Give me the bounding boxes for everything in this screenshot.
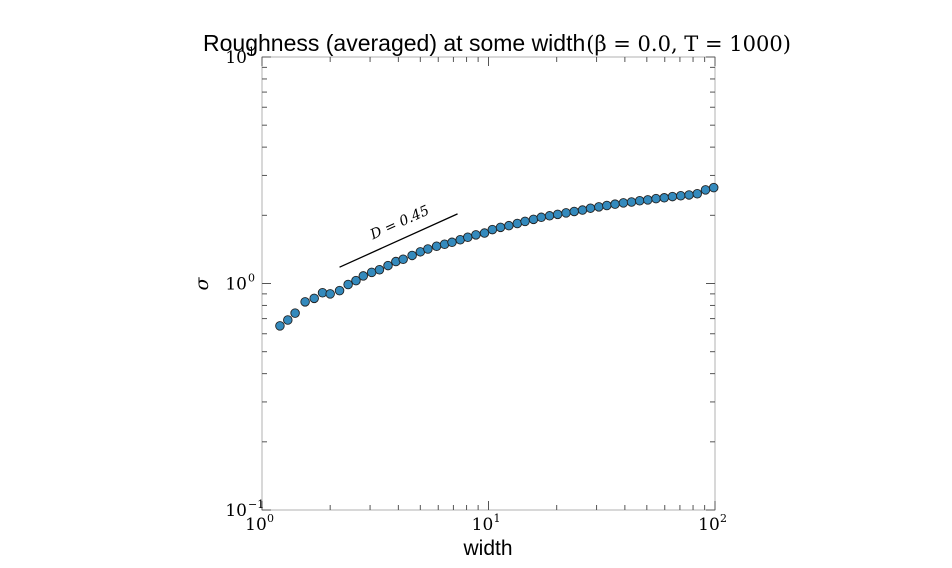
y-tick-label-base: 10 (225, 48, 247, 68)
data-point (300, 297, 310, 307)
data-point (290, 308, 300, 318)
data-point (343, 279, 353, 290)
slope-line (339, 213, 458, 268)
x-tick-label-base: 10 (698, 515, 720, 535)
slope-annotation: D = 0.45 (339, 203, 458, 268)
data-point (552, 209, 563, 220)
data-point (692, 189, 703, 199)
x-tick-label: 10 0 (245, 512, 274, 535)
y-tick-label: 10 −1 (225, 498, 264, 521)
data-point (504, 220, 514, 231)
data-point (479, 228, 490, 238)
data-point (471, 230, 481, 240)
data-point (431, 241, 442, 252)
axis-tick-labels: 10 0 10 1 10 210 −110 010 1 (225, 45, 727, 535)
y-tick-label-base: 10 (225, 275, 247, 295)
data-point (536, 212, 547, 223)
data-point (463, 232, 473, 243)
chart-title-parameters: (β = 0.0, T = 1000) (586, 32, 791, 56)
data-point (708, 182, 719, 193)
data-point (334, 285, 345, 296)
data-point (520, 216, 530, 227)
data-point (283, 315, 293, 325)
x-tick-label-exponent: 1 (494, 512, 501, 525)
data-point (351, 275, 361, 286)
x-tick-label-exponent: 2 (720, 512, 727, 525)
axis-ticks (261, 56, 716, 511)
data-point (626, 197, 637, 207)
data-point (610, 199, 620, 209)
chart-title: Roughness (averaged) at some width (β = … (203, 30, 791, 56)
x-tick-label-base: 10 (245, 515, 267, 535)
data-point (659, 193, 670, 203)
data-point (684, 190, 694, 200)
data-point (275, 321, 285, 331)
data-point (643, 195, 653, 205)
data-series (275, 182, 719, 331)
data-point (495, 222, 506, 233)
chart-title-text: Roughness (averaged) at some width (203, 30, 585, 56)
data-point (317, 288, 328, 298)
data-point (398, 254, 408, 264)
data-point (528, 214, 539, 225)
data-point (700, 185, 711, 195)
data-point (423, 244, 433, 254)
y-tick-label-exponent: 1 (248, 45, 255, 58)
data-point (325, 289, 335, 299)
data-point (676, 191, 686, 201)
y-tick-label-exponent: 0 (248, 272, 255, 285)
data-point (487, 224, 498, 235)
y-axis-label: σ (191, 276, 213, 290)
data-point (651, 193, 661, 204)
y-tick-label: 10 0 (225, 272, 255, 295)
y-tick-label-base: 10 (225, 501, 247, 521)
data-point (561, 208, 571, 218)
data-point (618, 198, 629, 208)
data-point (383, 260, 393, 271)
data-point (569, 206, 579, 217)
y-tick-label: 10 1 (225, 45, 255, 68)
data-point (667, 191, 678, 202)
y-tick-label-exponent: −1 (248, 498, 264, 511)
data-point (585, 203, 596, 213)
data-point (634, 195, 645, 206)
data-point (602, 200, 612, 211)
x-tick-label-exponent: 0 (267, 512, 274, 525)
data-point (594, 202, 604, 212)
data-point (512, 218, 523, 229)
data-point (374, 265, 385, 275)
data-point (447, 237, 457, 248)
data-point (407, 250, 417, 261)
x-tick-label: 10 1 (472, 512, 501, 535)
x-tick-label: 10 2 (698, 512, 727, 535)
data-point (309, 293, 319, 304)
data-point (366, 267, 377, 278)
plot-area (261, 56, 716, 511)
x-tick-label-base: 10 (472, 515, 494, 535)
data-point (577, 205, 588, 215)
data-point (358, 271, 369, 281)
data-point (544, 211, 555, 221)
slope-label: D = 0.45 (367, 203, 432, 244)
x-axis-label: width (462, 537, 512, 560)
